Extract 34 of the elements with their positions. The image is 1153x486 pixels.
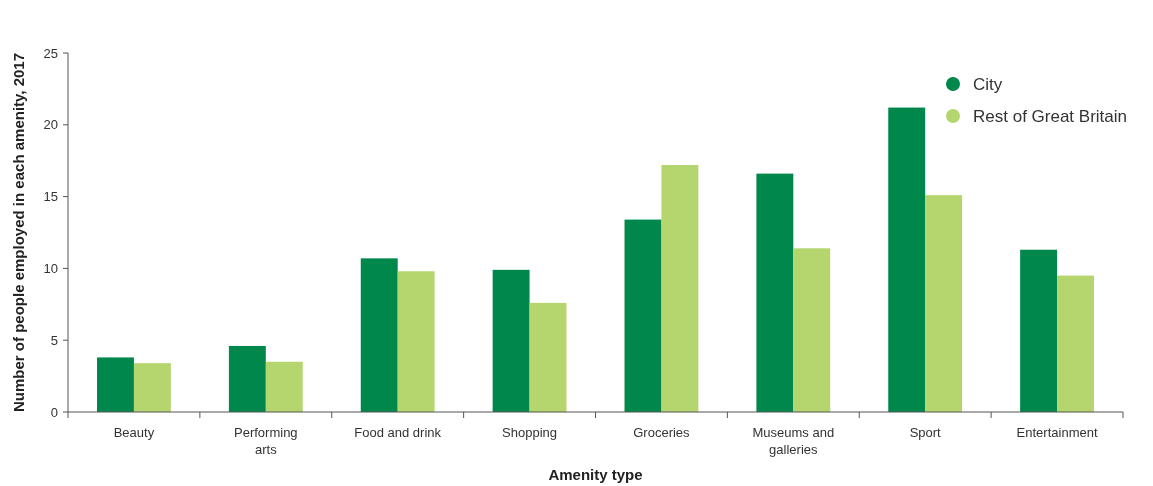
bar: [265, 361, 303, 412]
bar: [793, 248, 831, 412]
y-axis-title: Number of people employed in each amenity, 2017: [10, 53, 27, 412]
x-tick-label: Performing arts: [234, 425, 298, 457]
x-tick-label: Museums and galleries: [752, 425, 835, 457]
bar: [97, 357, 134, 412]
y-tick-label: 5: [50, 332, 58, 348]
bar: [228, 345, 266, 412]
y-tick-label: 15: [43, 189, 58, 205]
y-tick-label: 0: [50, 404, 58, 420]
bar: [133, 363, 171, 412]
bar: [925, 195, 963, 412]
bar: [624, 219, 662, 412]
legend-label: Rest of Great Britain: [973, 106, 1128, 126]
bar: [529, 302, 567, 412]
x-axis-title: Amenity type: [548, 466, 643, 483]
bar: [397, 271, 435, 412]
legend-label: City: [973, 74, 1003, 94]
bar: [661, 165, 699, 412]
bar: [492, 269, 530, 412]
y-tick-label: 10: [43, 260, 58, 276]
bar: [756, 173, 794, 412]
x-tick-label: Entertainment: [1016, 425, 1098, 440]
bar: [888, 107, 926, 412]
x-tick-label: Food and drink: [354, 425, 442, 440]
y-tick-label: 20: [43, 117, 58, 133]
x-tick-label: Shopping: [502, 425, 558, 440]
bar: [360, 258, 398, 412]
y-tick-label: 25: [43, 45, 58, 61]
x-tick-label: Groceries: [633, 425, 691, 440]
x-tick-label: Sport: [909, 425, 942, 440]
bar: [1020, 249, 1058, 412]
bar: [1057, 275, 1094, 412]
x-tick-label: Beauty: [113, 425, 155, 440]
